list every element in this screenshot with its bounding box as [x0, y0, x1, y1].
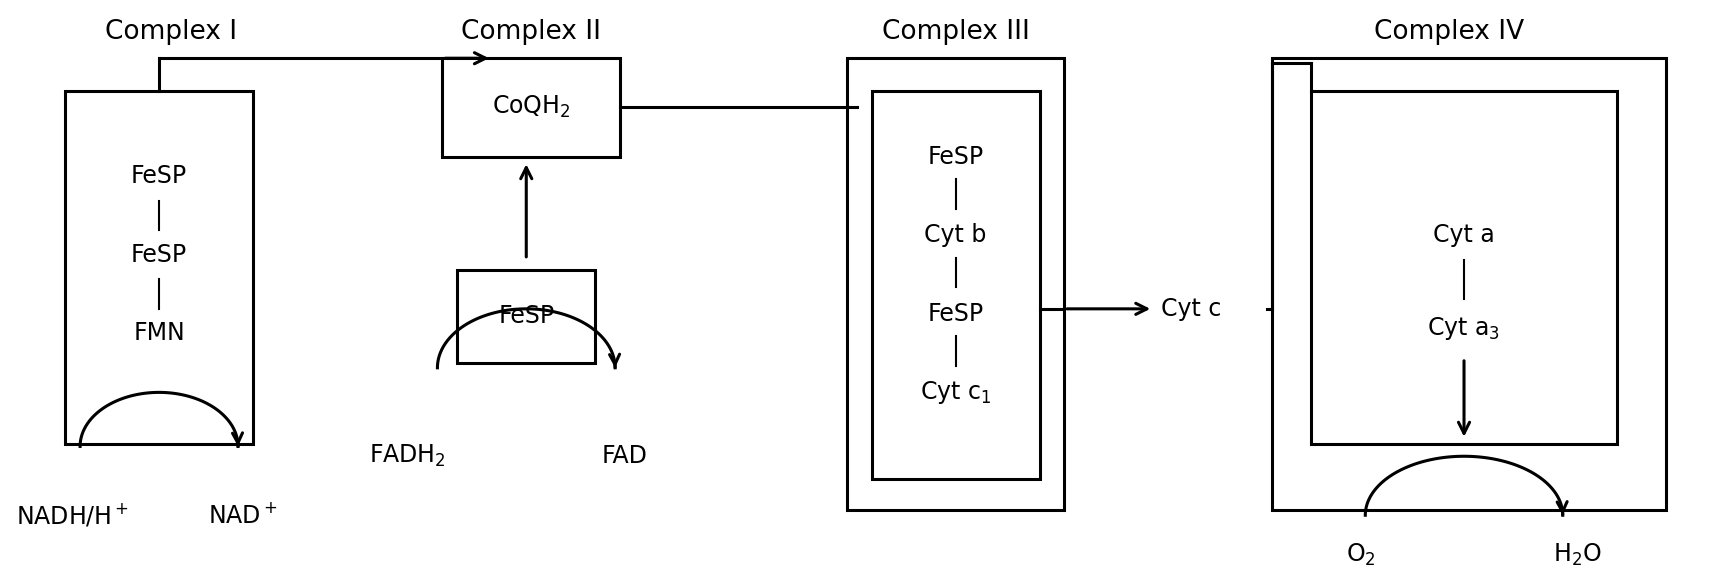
Text: FADH$_2$: FADH$_2$	[370, 443, 447, 469]
Text: NADH/H$^+$: NADH/H$^+$	[15, 502, 128, 529]
Text: FAD: FAD	[603, 444, 647, 468]
Bar	[457, 270, 596, 363]
Text: Complex II: Complex II	[461, 18, 601, 45]
Text: CoQH$_2$: CoQH$_2$	[491, 94, 570, 120]
Text: Cyt b: Cyt b	[924, 223, 986, 247]
Text: Cyt a$_3$: Cyt a$_3$	[1428, 315, 1500, 342]
Text: Complex III: Complex III	[882, 18, 1029, 45]
Text: O$_2$: O$_2$	[1346, 542, 1375, 568]
Text: Complex IV: Complex IV	[1375, 18, 1524, 45]
Text: FeSP: FeSP	[132, 243, 187, 267]
Text: FeSP: FeSP	[928, 144, 984, 168]
Bar	[1272, 58, 1666, 511]
Bar	[847, 58, 1065, 511]
Text: Cyt a: Cyt a	[1433, 223, 1495, 247]
Text: FeSP: FeSP	[928, 302, 984, 326]
Bar	[871, 91, 1039, 479]
Text: H$_2$O: H$_2$O	[1553, 542, 1602, 568]
Text: FeSP: FeSP	[132, 164, 187, 188]
Text: Complex I: Complex I	[104, 18, 236, 45]
Text: Cyt c: Cyt c	[1161, 297, 1221, 321]
Text: FeSP: FeSP	[498, 304, 555, 328]
Text: Cyt c$_1$: Cyt c$_1$	[919, 379, 991, 406]
Bar	[1311, 91, 1618, 444]
Text: NAD$^+$: NAD$^+$	[209, 503, 277, 528]
Bar	[65, 91, 253, 444]
Bar	[442, 58, 620, 156]
Text: FMN: FMN	[134, 321, 185, 346]
